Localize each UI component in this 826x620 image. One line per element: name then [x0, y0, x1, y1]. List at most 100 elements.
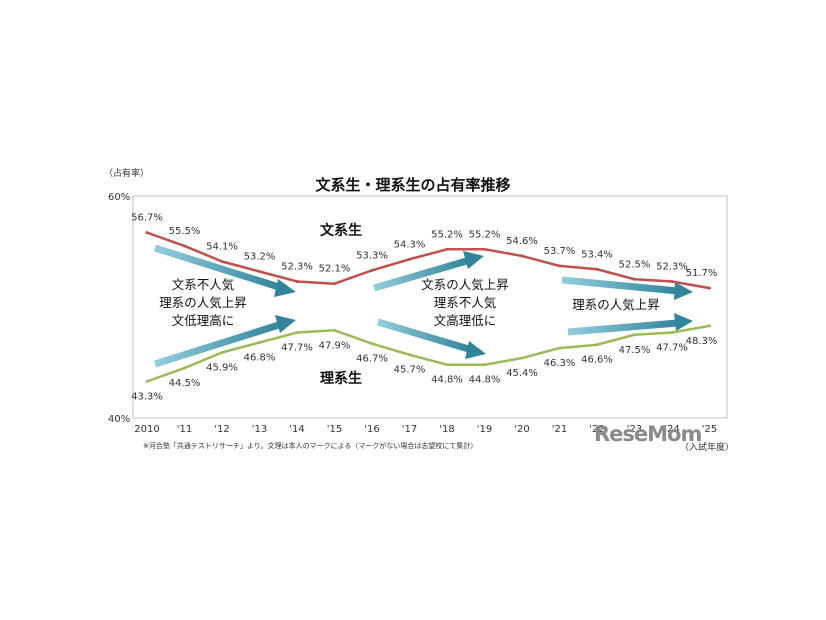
data-point	[670, 279, 674, 283]
data-label: 45.4%	[506, 368, 538, 379]
data-label: 46.3%	[544, 358, 576, 369]
data-point	[520, 356, 524, 360]
data-point	[258, 341, 261, 345]
data-label: 47.7%	[656, 343, 688, 354]
data-label: 52.1%	[319, 264, 351, 275]
annotation-2-line-1: 文系の人気上昇	[421, 277, 509, 292]
x-tick-label: '13	[252, 424, 267, 435]
trend-arrows	[153, 244, 693, 368]
x-tick-label: '23	[627, 424, 642, 435]
y-axis-label: （占有率）	[104, 167, 149, 179]
x-tick-label: '19	[477, 424, 492, 435]
data-label: 52.3%	[281, 261, 313, 272]
data-point	[595, 343, 599, 347]
data-label: 54.6%	[506, 236, 538, 247]
annotation-3: 理系の人気上昇	[572, 297, 660, 312]
data-label: 45.7%	[394, 365, 426, 376]
data-label: 55.5%	[169, 226, 201, 237]
y-tick-top: 60%	[108, 192, 130, 203]
annotation-3-line-1: 理系の人気上昇	[572, 297, 660, 312]
data-point	[445, 363, 449, 367]
x-tick-label: '22	[589, 424, 604, 435]
data-label: 53.7%	[544, 246, 576, 257]
x-tick-label: 2010	[134, 424, 159, 435]
data-label: 51.7%	[686, 268, 718, 279]
arrow-rikei-up-3	[567, 313, 693, 336]
arrow-rikei-down-2	[377, 318, 486, 359]
data-label: 47.9%	[319, 340, 351, 351]
arrow-bunkei-up-2	[373, 251, 484, 292]
series-layer: 56.7% 55.5% 54.1% 53.2% 52.3% 52.1% 53.3% 54.3%…	[131, 213, 717, 403]
x-tick-label: '18	[439, 424, 454, 435]
data-label: 53.4%	[581, 249, 613, 260]
data-label: 54.1%	[206, 241, 238, 252]
data-point	[408, 257, 411, 261]
data-label: 45.9%	[206, 363, 238, 374]
data-label: 46.8%	[244, 353, 276, 364]
x-tick-label: '17	[402, 424, 417, 435]
x-tick-label: '25	[702, 424, 717, 435]
data-label: 55.2%	[431, 229, 463, 240]
data-point	[220, 259, 224, 263]
x-axis-ticks: 2010 '11 '12 '13 '14 '15 '16 '17 '18 '19 '20 '21 '22…	[134, 424, 717, 435]
data-label: 46.7%	[356, 354, 388, 365]
data-point	[295, 331, 299, 335]
data-label: 44.8%	[431, 375, 463, 386]
data-point	[670, 331, 674, 335]
data-point	[333, 282, 336, 286]
annotation-1: 文系不人気 理系の人気上昇 文低理高に	[159, 277, 247, 328]
data-point	[633, 333, 636, 337]
x-tick-label: '14	[289, 424, 304, 435]
data-point	[595, 267, 599, 271]
y-tick-bottom: 40%	[108, 414, 130, 425]
annotation-2-line-2: 理系不人気	[434, 295, 497, 310]
series-line-1	[146, 324, 710, 383]
arrow-bunkei-flat-3	[561, 276, 693, 300]
series-line-0	[146, 231, 710, 290]
data-point	[445, 247, 449, 251]
data-point	[220, 351, 224, 355]
data-label: 53.2%	[244, 251, 276, 262]
x-tick-label: '24	[664, 424, 679, 435]
data-label: 47.7%	[281, 343, 313, 354]
data-label: 46.6%	[581, 355, 613, 366]
data-label: 53.3%	[356, 250, 388, 261]
data-point	[145, 379, 149, 383]
x-tick-label: '12	[214, 424, 229, 435]
data-label: 52.3%	[656, 261, 688, 272]
data-point	[183, 244, 186, 248]
data-point	[520, 254, 524, 258]
annotation-1-line-3: 文低理高に	[172, 313, 235, 328]
data-label: 43.3%	[131, 391, 163, 402]
annotation-1-line-1: 文系不人気	[172, 277, 235, 292]
data-point	[145, 231, 149, 235]
plot-area	[132, 195, 728, 419]
data-point	[333, 328, 336, 332]
annotation-2-line-3: 文高理低に	[434, 313, 497, 328]
x-tick-label: '15	[327, 424, 342, 435]
data-point	[708, 286, 711, 290]
data-label: 55.2%	[469, 229, 501, 240]
data-point	[408, 353, 411, 357]
data-point	[558, 264, 561, 268]
x-axis-label: （入試年度）	[680, 441, 734, 453]
x-tick-label: '16	[364, 424, 379, 435]
data-point	[258, 269, 261, 273]
data-point	[483, 363, 486, 367]
data-point	[633, 277, 636, 281]
x-tick-label: '21	[552, 424, 567, 435]
footnote: ※河合塾「共通テストリサーチ」より。文理は本人のマークによる（マークがない場合は…	[143, 441, 477, 450]
data-label: 52.5%	[619, 259, 651, 270]
data-label: 44.5%	[169, 378, 201, 389]
data-label: 47.5%	[619, 345, 651, 356]
data-point	[295, 279, 299, 283]
arrow-bunkei-down-1	[153, 244, 296, 297]
arrow-rikei-up-1	[153, 315, 296, 368]
data-label: 56.7%	[131, 213, 163, 224]
data-point	[183, 366, 186, 370]
series-label-rikei: 理系生	[320, 370, 362, 387]
resemom-watermark-logo: ReseMom	[594, 422, 701, 446]
annotation-1-line-2: 理系の人気上昇	[159, 295, 247, 310]
x-tick-label: '11	[177, 424, 192, 435]
x-tick-label: '20	[514, 424, 529, 435]
